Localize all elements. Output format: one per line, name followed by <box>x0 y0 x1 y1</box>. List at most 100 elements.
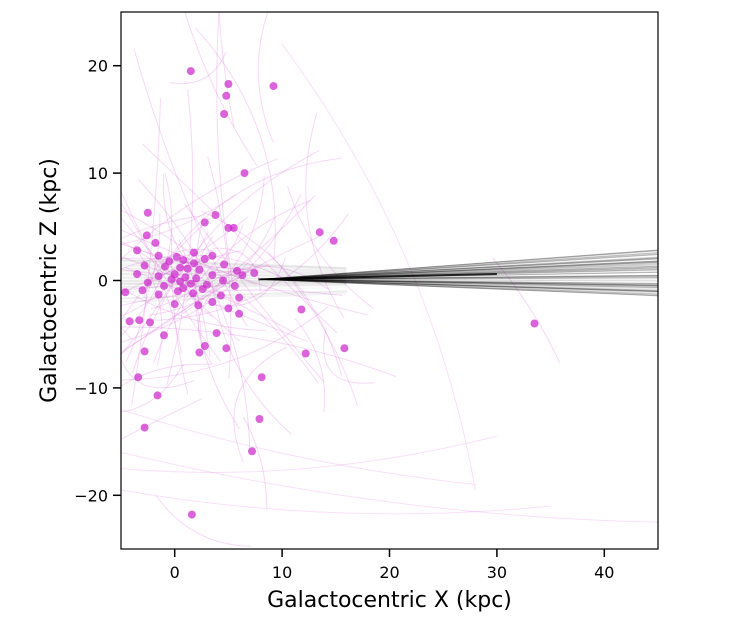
data-point <box>140 347 149 356</box>
data-point <box>161 262 169 271</box>
orbit-track <box>137 179 251 452</box>
stream-line <box>260 278 658 292</box>
data-point <box>229 223 238 232</box>
data-point <box>240 169 249 178</box>
stream-line <box>260 277 658 280</box>
data-point <box>179 256 188 265</box>
orbit-track <box>147 213 349 321</box>
stream-line <box>260 258 658 280</box>
orbit-track <box>207 156 232 379</box>
stream-line <box>260 278 658 296</box>
stream-line <box>260 261 658 280</box>
orbit-track <box>121 364 185 413</box>
orbit-track <box>169 51 227 85</box>
orbit-track <box>216 12 234 285</box>
stream-line <box>260 260 658 280</box>
stream-line <box>260 278 658 288</box>
stream-line <box>260 253 658 280</box>
data-point <box>255 415 264 423</box>
data-point <box>195 265 204 274</box>
data-point <box>135 316 144 325</box>
data-point <box>200 342 209 350</box>
data-point <box>153 391 162 400</box>
data-point <box>315 228 324 237</box>
data-point <box>190 248 198 257</box>
data-point <box>160 281 168 290</box>
data-point <box>208 271 217 280</box>
orbit-track <box>281 43 476 491</box>
stream-line <box>260 278 658 282</box>
x-tick-label: 0 <box>170 563 180 582</box>
data-point <box>208 298 217 306</box>
orbit-track <box>121 451 658 523</box>
orbit-track <box>121 202 182 354</box>
orbit-track <box>184 203 325 383</box>
orbit-track <box>121 194 236 245</box>
stream-line <box>260 278 658 293</box>
stream-line <box>260 278 658 286</box>
orbit-track <box>182 176 265 314</box>
data-point <box>297 305 306 314</box>
orbit-track <box>121 209 319 384</box>
plot-area <box>121 12 658 549</box>
data-point <box>230 281 239 290</box>
x-axis-ticks: 0 10 20 30 40 <box>170 549 614 582</box>
orbit-track <box>212 247 261 292</box>
stream-line <box>260 278 658 289</box>
stream-line <box>260 278 658 293</box>
orbit-track <box>257 12 274 142</box>
orbit-track <box>195 27 276 261</box>
orbit-track <box>178 239 211 357</box>
data-point <box>301 349 310 358</box>
data-point <box>212 329 221 338</box>
data-point <box>190 259 198 268</box>
data-point <box>142 231 151 240</box>
x-tick-label: 20 <box>379 563 399 582</box>
orbit-track <box>492 257 561 364</box>
orbit-track <box>294 317 326 413</box>
stream-line <box>260 278 658 293</box>
orbit-track <box>194 213 240 430</box>
stream-line <box>260 257 658 280</box>
data-point <box>530 319 539 328</box>
stream-line <box>260 276 658 280</box>
stream-line <box>260 278 658 297</box>
stream-layer <box>258 249 658 297</box>
orbit-track <box>121 357 195 389</box>
orbit-track <box>242 416 268 510</box>
data-point <box>219 276 227 285</box>
stream-line <box>260 278 658 295</box>
orbit-track <box>121 234 322 355</box>
stream-line <box>260 278 658 292</box>
data-point <box>198 285 207 294</box>
data-point <box>181 273 190 282</box>
data-point <box>125 317 134 326</box>
data-point <box>172 252 181 261</box>
stream-line <box>260 278 658 287</box>
orbit-track <box>204 257 286 307</box>
data-point <box>200 255 209 263</box>
stream-line <box>260 278 658 297</box>
stream-line <box>260 261 658 280</box>
orbit-track <box>305 112 345 318</box>
stream-line <box>260 278 658 295</box>
stream-line <box>260 278 658 295</box>
stream-line <box>260 278 658 286</box>
data-point <box>250 269 259 277</box>
data-point <box>220 260 229 269</box>
orbit-track <box>233 346 288 463</box>
orbit-track <box>121 363 212 388</box>
stream-line <box>260 278 658 281</box>
orbit-track <box>121 289 343 306</box>
stream-line <box>260 251 658 280</box>
stream-line <box>260 278 658 292</box>
y-tick-label: −20 <box>74 486 108 505</box>
stream-line <box>260 254 658 280</box>
orbit-track <box>121 217 241 342</box>
data-point <box>248 447 256 456</box>
stream-line <box>260 262 658 280</box>
data-point <box>167 275 176 284</box>
stream-core <box>258 273 497 281</box>
orbit-track <box>148 216 276 316</box>
orbit-track <box>287 186 374 309</box>
